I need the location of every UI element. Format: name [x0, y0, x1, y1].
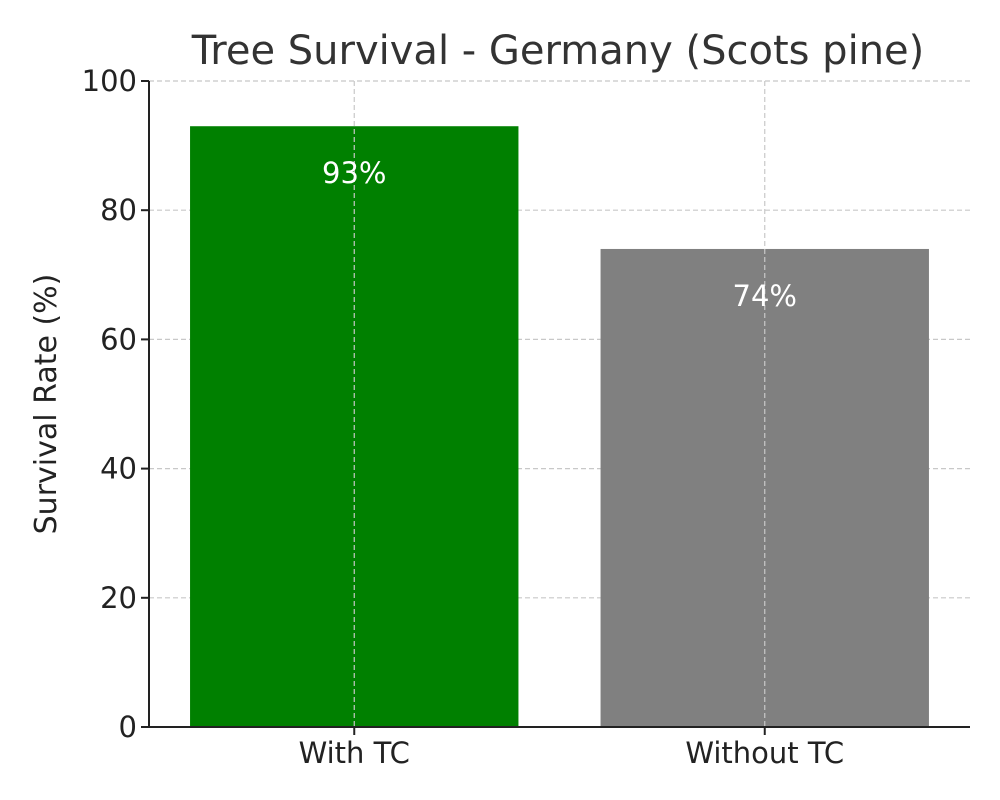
y-tick-label: 20 [100, 581, 137, 615]
y-tick-label: 80 [100, 193, 137, 227]
data-label: 74% [733, 279, 797, 313]
axes: 0 20 40 60 80 100 With TC Without TC [82, 64, 970, 770]
data-label: 93% [322, 156, 386, 190]
x-tick-label: Without TC [685, 736, 844, 770]
y-tick-label: 60 [100, 322, 137, 356]
y-tick-label: 0 [119, 710, 137, 744]
y-tick-label: 40 [100, 452, 137, 486]
vertical-gridlines [353, 81, 766, 727]
bar-without-tc [600, 248, 929, 727]
x-tick-label: With TC [299, 736, 410, 770]
chart-title: Tree Survival - Germany (Scots pine) [191, 28, 925, 74]
data-labels: 93% 74% [322, 156, 797, 313]
y-axis-label: Survival Rate (%) [29, 274, 64, 535]
bars [190, 126, 929, 728]
y-tick-label: 100 [82, 64, 137, 98]
